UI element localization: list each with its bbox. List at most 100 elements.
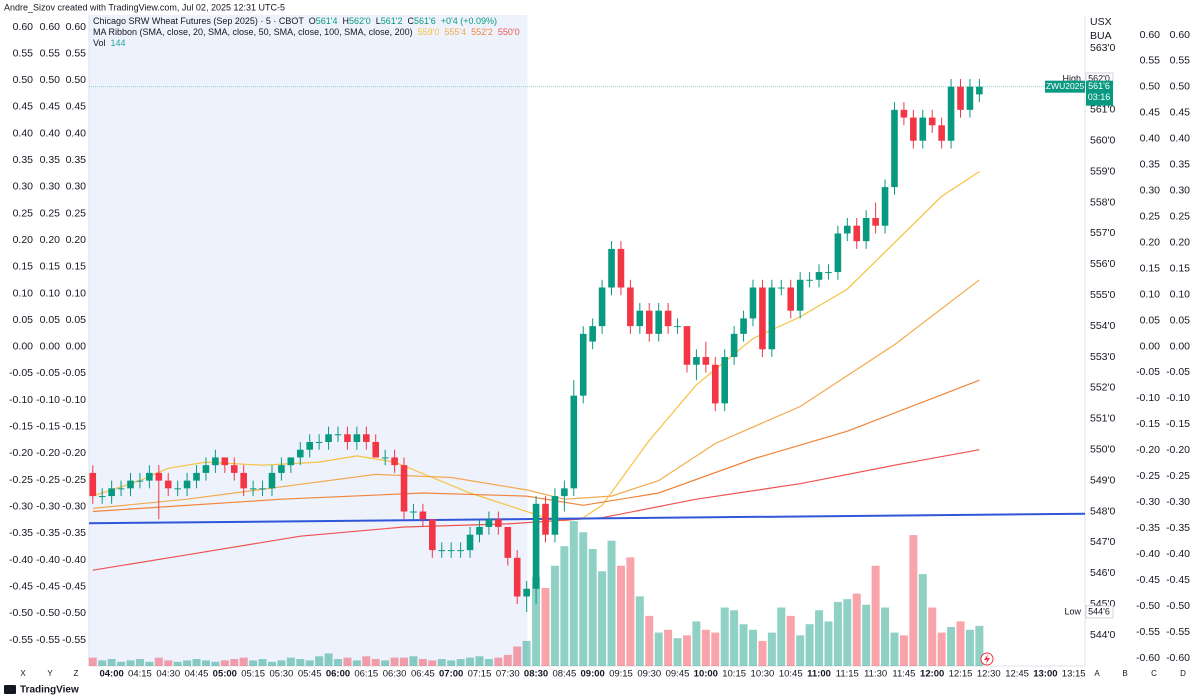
left-tick-label: -0.25 [62,474,86,486]
candle-body [966,86,974,110]
left-tick-label: 0.45 [13,101,34,113]
volume-bar [918,574,927,666]
left-tick-label: -0.40 [9,554,33,566]
right-tick-label: -0.20 [1166,444,1190,456]
right-tick-label: -0.50 [1136,600,1160,612]
left-tick-label: 0.05 [40,314,61,326]
candle-body [108,488,115,497]
candle-body [664,310,672,327]
volume-bar [805,624,814,666]
high-text: High [1062,73,1081,83]
left-tick-label: -0.35 [62,527,86,539]
y-tick-label: 546'0 [1090,567,1116,579]
volume-bar [626,557,635,666]
right-tick-label: -0.35 [1166,522,1190,534]
candle-body [532,503,540,589]
candle-body [891,109,898,188]
left-tick-label: 0.35 [13,154,34,166]
volume-bar [173,661,182,666]
left-tick-label: -0.40 [62,554,86,566]
volume-bar [164,660,173,666]
legend-change: +0'4 (+0.09%) [441,16,497,26]
legend-key: L [376,16,381,26]
volume-bar [871,565,880,666]
volume-bar [767,632,776,666]
volume-bar [616,565,625,666]
candle-body [495,519,502,527]
volume-bar [220,660,229,666]
x-tick-label: 13:00 [1033,669,1057,680]
low-label: 544'6 [1088,606,1110,616]
left-tick-label: 0.15 [13,261,34,273]
axis-letter: Y [47,669,53,678]
x-tick-label: 11:45 [892,669,915,680]
price-box [1086,80,1113,106]
volume-bar [701,629,710,666]
legend-line: Vol 144 [93,38,126,48]
candle-body [325,434,332,442]
volume-bar [833,601,842,666]
volume-bar [522,640,531,666]
right-tick-label: -0.25 [1136,470,1160,482]
x-tick-label: 06:45 [411,669,435,680]
left-tick-label: -0.20 [9,447,33,459]
volume-bar [532,576,541,666]
left-tick-label: 0.60 [13,21,34,33]
x-tick-label: 06:30 [383,669,407,680]
volume-bar [692,621,701,666]
volume-bar [664,629,673,666]
candle-body [504,526,512,558]
candle-body [400,465,408,512]
x-tick-label: 06:15 [354,669,378,680]
right-tick-label: -0.15 [1166,418,1190,430]
right-tick-label: -0.40 [1136,548,1160,560]
volume-bar [409,656,418,666]
right-tick-label: 0.15 [1170,262,1191,274]
volume-bar [673,638,682,666]
right-tick-label: 0.05 [1140,314,1161,326]
candle-body [825,272,832,274]
volume-bar [296,659,305,666]
y-tick-label: 555'0 [1090,289,1116,301]
candle-body [806,279,813,281]
left-tick-label: -0.25 [9,474,33,486]
y-tick-label: 550'0 [1090,444,1116,456]
candle-body [381,457,389,459]
right-tick-label: 0.50 [1170,81,1191,93]
candle-body [98,496,106,498]
left-tick-label: 0.35 [40,154,61,166]
volume-bar [569,521,578,666]
premarket-shade [89,15,528,666]
volume-bar [456,659,465,666]
left-tick-label: 0.60 [66,21,87,33]
right-tick-label: 0.50 [1140,81,1161,93]
ma-line [92,379,980,513]
right-tick-label: -0.60 [1166,652,1190,664]
candle-body [910,117,917,141]
x-tick-label: 10:15 [722,669,746,680]
volume-bar [230,659,239,666]
y-tick-label: 557'0 [1090,227,1116,239]
candle-body [900,109,908,118]
right-tick-label: 0.40 [1170,133,1191,145]
legend-symbol: Chicago SRW Wheat Futures (Sep 2025) · 5… [93,16,304,26]
left-tick-label: 0.50 [13,74,34,86]
y-tick-label: 544'0 [1090,629,1116,641]
left-tick-label: 0.60 [40,21,61,33]
legend-key: O [309,16,316,26]
x-tick-label: 10:45 [779,669,803,680]
right-tick-label: 0.55 [1140,55,1161,67]
volume-bar [267,661,276,666]
y-tick-label: 554'0 [1090,320,1116,332]
candle-body [89,472,97,497]
candle-body [476,526,483,535]
left-tick-label: 0.45 [66,101,87,113]
volume-bar [352,660,361,666]
right-tick-label: 0.00 [1140,340,1161,352]
candle-body [589,326,596,342]
symbol-code: ZWU2025 [1046,81,1085,91]
right-tick-label: -0.05 [1136,366,1160,378]
candle-body [127,480,134,489]
left-tick-label: 0.20 [13,234,34,246]
